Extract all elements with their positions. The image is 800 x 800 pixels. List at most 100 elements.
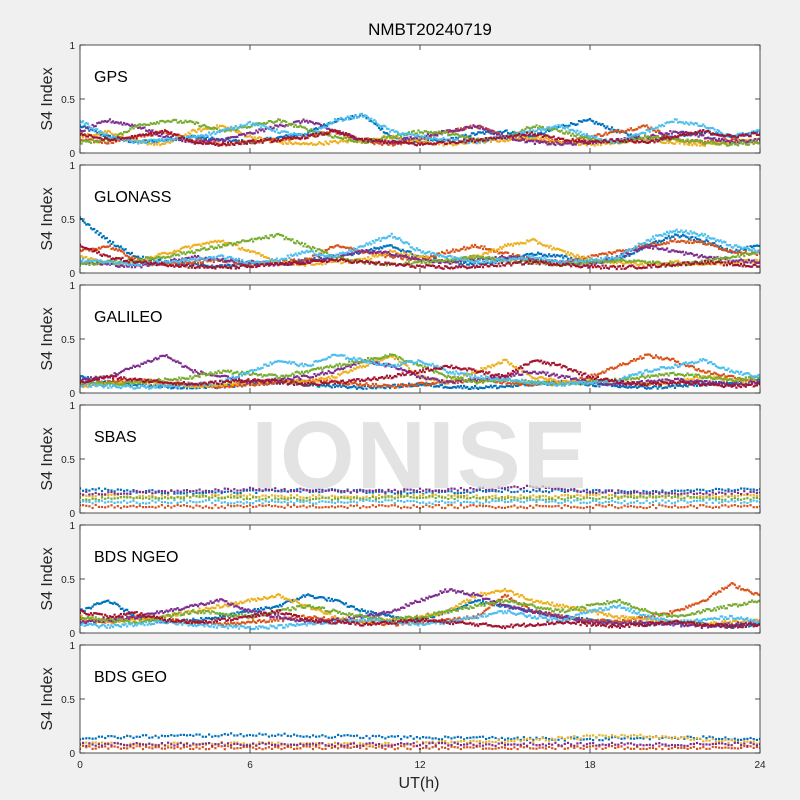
data-point — [374, 254, 377, 257]
data-point — [648, 243, 651, 246]
data-point — [363, 250, 366, 253]
data-point — [156, 143, 159, 146]
data-point — [130, 136, 133, 139]
data-point — [300, 241, 303, 244]
data-point — [315, 127, 318, 130]
data-point — [263, 255, 266, 259]
data-point — [472, 141, 475, 144]
data-point — [434, 132, 437, 135]
data-point — [747, 140, 751, 143]
data-point — [115, 121, 118, 124]
data-point — [456, 127, 459, 130]
data-point — [330, 122, 333, 125]
data-point — [538, 141, 541, 144]
data-point — [365, 141, 368, 144]
data-point — [400, 141, 403, 144]
data-point — [464, 136, 467, 139]
data-point — [401, 138, 404, 141]
data-point — [577, 143, 581, 146]
data-point — [625, 251, 628, 254]
data-point — [478, 262, 481, 265]
data-point — [352, 137, 355, 140]
data-point — [458, 129, 461, 132]
data-point — [248, 139, 252, 143]
data-point — [269, 136, 272, 139]
data-point — [141, 263, 145, 266]
data-point — [211, 264, 214, 267]
data-point — [239, 123, 242, 127]
data-point — [691, 252, 694, 255]
data-point — [201, 136, 204, 139]
data-point — [354, 114, 357, 117]
data-point — [691, 132, 694, 135]
data-point — [396, 142, 400, 145]
data-point — [458, 140, 461, 143]
data-point — [478, 127, 481, 130]
data-point — [396, 133, 400, 136]
data-point — [622, 130, 625, 133]
data-point — [540, 129, 543, 132]
data-point — [297, 264, 300, 267]
data-point — [384, 256, 387, 259]
data-point — [400, 133, 403, 136]
data-point — [119, 136, 122, 139]
data-point — [389, 137, 392, 140]
data-point — [409, 252, 412, 255]
data-point — [601, 141, 604, 145]
data-point — [252, 132, 255, 135]
data-point — [127, 265, 130, 268]
data-point — [570, 122, 573, 125]
data-point — [329, 140, 332, 143]
data-point — [165, 131, 168, 135]
data-point — [518, 137, 521, 140]
data-point — [716, 129, 719, 132]
data-point — [595, 141, 598, 144]
data-point — [546, 137, 549, 140]
data-point — [322, 131, 326, 134]
data-point — [373, 122, 376, 125]
data-point — [725, 134, 728, 137]
data-point — [387, 252, 390, 255]
data-point — [440, 138, 444, 141]
data-point — [337, 244, 340, 247]
data-point — [80, 132, 83, 135]
data-point — [337, 118, 340, 121]
data-point — [579, 262, 582, 265]
data-point — [231, 142, 234, 146]
data-point — [322, 258, 326, 261]
data-point — [367, 137, 370, 140]
data-point — [291, 263, 294, 266]
data-point — [324, 249, 327, 252]
data-point — [355, 258, 359, 261]
data-point — [714, 143, 717, 146]
data-point — [258, 140, 261, 143]
data-point — [119, 249, 122, 253]
data-point — [190, 134, 193, 137]
data-point — [694, 254, 697, 257]
data-point — [351, 251, 354, 254]
data-point — [93, 227, 96, 231]
data-point — [651, 127, 655, 131]
data-point — [656, 263, 659, 266]
data-point — [143, 126, 146, 129]
data-point — [382, 245, 385, 248]
data-point — [266, 256, 269, 259]
data-point — [670, 235, 673, 238]
data-point — [735, 259, 738, 262]
data-point — [143, 123, 146, 126]
data-point — [100, 263, 104, 266]
data-point — [85, 138, 88, 141]
data-point — [537, 251, 540, 254]
data-point — [711, 139, 714, 142]
data-point — [466, 246, 469, 249]
data-point — [215, 246, 218, 249]
data-point — [310, 120, 313, 123]
data-point — [392, 134, 395, 137]
data-point — [316, 128, 319, 131]
data-point — [648, 141, 651, 144]
data-point — [455, 136, 458, 139]
data-point — [247, 126, 250, 129]
data-point — [204, 139, 207, 142]
data-point — [735, 136, 738, 139]
data-point — [499, 134, 502, 137]
